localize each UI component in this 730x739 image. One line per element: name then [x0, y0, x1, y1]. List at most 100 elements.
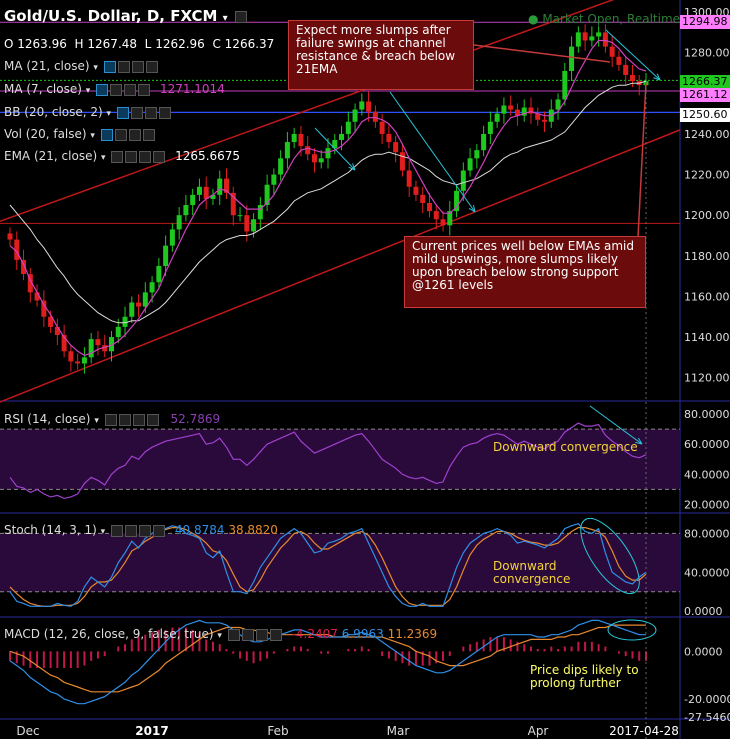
- indicator-value: 1271.1014: [159, 82, 225, 96]
- close-icon[interactable]: [269, 628, 282, 641]
- close-icon[interactable]: [153, 524, 166, 537]
- market-status-text: Market Open, Realtime: [542, 12, 681, 26]
- candle-body: [115, 326, 121, 338]
- candle-body: [528, 107, 534, 114]
- time-axis-label: 2017-04-28: [609, 724, 679, 738]
- candle-body: [21, 259, 27, 275]
- gear-icon[interactable]: [125, 150, 138, 163]
- symbol-title[interactable]: Gold/U.S. Dollar, D, FXCM ▾: [4, 8, 247, 27]
- stoch-legend[interactable]: Stoch (14, 3, 1) ▾ 40.8784 38.8820: [4, 522, 278, 540]
- chevron-down-icon[interactable]: ▾: [94, 416, 99, 426]
- close-icon[interactable]: [158, 106, 171, 119]
- eye-icon[interactable]: [100, 128, 113, 141]
- eye-icon[interactable]: [96, 83, 109, 96]
- indicator-label: MA (7, close): [4, 82, 82, 96]
- candle-body: [487, 121, 493, 134]
- chevron-down-icon[interactable]: ▾: [93, 63, 98, 73]
- price-label-current: 1266.37: [680, 75, 730, 89]
- close-icon[interactable]: [145, 60, 158, 73]
- chevron-down-icon[interactable]: ▾: [217, 631, 222, 641]
- chevron-down-icon[interactable]: ▾: [100, 527, 106, 537]
- eye-icon[interactable]: [103, 60, 116, 73]
- plus-icon[interactable]: [131, 60, 144, 73]
- candle-body: [589, 36, 595, 41]
- price-tick-label: 1220.00: [684, 169, 730, 182]
- candle-body: [237, 215, 243, 217]
- high-label: H: [74, 37, 84, 51]
- plus-icon[interactable]: [128, 128, 141, 141]
- gear-icon[interactable]: [110, 83, 123, 96]
- candle-body: [582, 32, 588, 41]
- indicator-legend-bb[interactable]: BB (20, close, 2) ▾: [4, 104, 171, 122]
- annotation-bottom[interactable]: Current prices well below EMAs amid mild…: [404, 236, 646, 308]
- gear-icon[interactable]: [130, 106, 143, 119]
- eye-icon[interactable]: [116, 106, 129, 119]
- candle-body: [264, 184, 270, 206]
- candle-body: [217, 178, 223, 195]
- candle-body: [129, 302, 135, 317]
- gear-icon[interactable]: [125, 524, 138, 537]
- price-tick-label: 1200.00: [684, 209, 730, 222]
- plus-icon[interactable]: [139, 150, 152, 163]
- chevron-down-icon[interactable]: ▾: [90, 131, 95, 141]
- candle-body: [48, 316, 54, 327]
- plus-icon[interactable]: [255, 628, 268, 641]
- close-icon[interactable]: [146, 413, 159, 426]
- candle-body: [224, 178, 230, 193]
- candle-body: [467, 158, 473, 171]
- close-icon[interactable]: [138, 83, 151, 96]
- chevron-down-icon[interactable]: ▾: [106, 109, 112, 119]
- gear-icon[interactable]: [241, 628, 254, 641]
- macd-tick-label: -27.5460: [684, 711, 730, 724]
- indicator-legend-ma7[interactable]: MA (7, close) ▾ 1271.1014: [4, 81, 225, 99]
- stoch-d-value: 38.8820: [228, 523, 278, 537]
- candle-body: [61, 335, 67, 352]
- candle-body: [629, 75, 635, 82]
- price-tick-label: 1140.00: [684, 331, 730, 344]
- eye-icon[interactable]: [111, 150, 124, 163]
- settings-icon[interactable]: [234, 10, 247, 23]
- macd-hist-value: -4.2407: [291, 627, 338, 641]
- stoch-label: Stoch (14, 3, 1): [4, 523, 97, 537]
- candle-body: [27, 274, 33, 293]
- plus-icon[interactable]: [124, 83, 137, 96]
- candle-body: [562, 70, 568, 100]
- plus-icon[interactable]: [144, 106, 157, 119]
- plus-icon[interactable]: [132, 413, 145, 426]
- macd-signal-line: [9, 624, 646, 693]
- time-axis-label: Apr: [528, 724, 549, 738]
- eye-icon[interactable]: [227, 628, 240, 641]
- candle-body: [339, 133, 345, 141]
- price-tick-label: 1280.00: [684, 47, 730, 60]
- candle-body: [136, 302, 142, 307]
- candle-body: [14, 239, 20, 260]
- gear-icon[interactable]: [114, 128, 127, 141]
- ma7-line: [9, 39, 647, 356]
- candle-body: [298, 133, 304, 147]
- annotation-top[interactable]: Expect more slumps after failure swings …: [288, 20, 474, 90]
- close-icon[interactable]: [153, 150, 166, 163]
- indicator-legend-vol[interactable]: Vol (20, false) ▾: [4, 126, 155, 144]
- gear-icon[interactable]: [117, 60, 130, 73]
- candle-body: [41, 300, 47, 317]
- close-icon[interactable]: [142, 128, 155, 141]
- trend-arrow: [605, 29, 661, 81]
- rsi-legend[interactable]: RSI (14, close) ▾ 52.7869: [4, 411, 220, 429]
- chevron-down-icon[interactable]: ▾: [100, 153, 106, 163]
- candle-body: [447, 211, 453, 226]
- candle-body: [352, 109, 358, 122]
- eye-icon[interactable]: [104, 413, 117, 426]
- eye-icon[interactable]: [111, 524, 124, 537]
- indicator-legend-ema21[interactable]: EMA (21, close) ▾ 1265.6675: [4, 148, 240, 166]
- gear-icon[interactable]: [118, 413, 131, 426]
- macd-legend[interactable]: MACD (12, 26, close, 9, false, true) ▾ -…: [4, 626, 437, 644]
- candle-body: [596, 32, 602, 37]
- chevron-down-icon[interactable]: ▾: [85, 86, 91, 96]
- candle-body: [156, 265, 162, 283]
- open-label: O: [4, 37, 14, 51]
- chevron-down-icon[interactable]: ▾: [222, 13, 228, 24]
- price-label-support: 1250.60: [680, 108, 730, 122]
- stoch-tick-label: 0.0000: [684, 605, 723, 618]
- indicator-legend-ma21[interactable]: MA (21, close) ▾: [4, 58, 158, 76]
- plus-icon[interactable]: [139, 524, 152, 537]
